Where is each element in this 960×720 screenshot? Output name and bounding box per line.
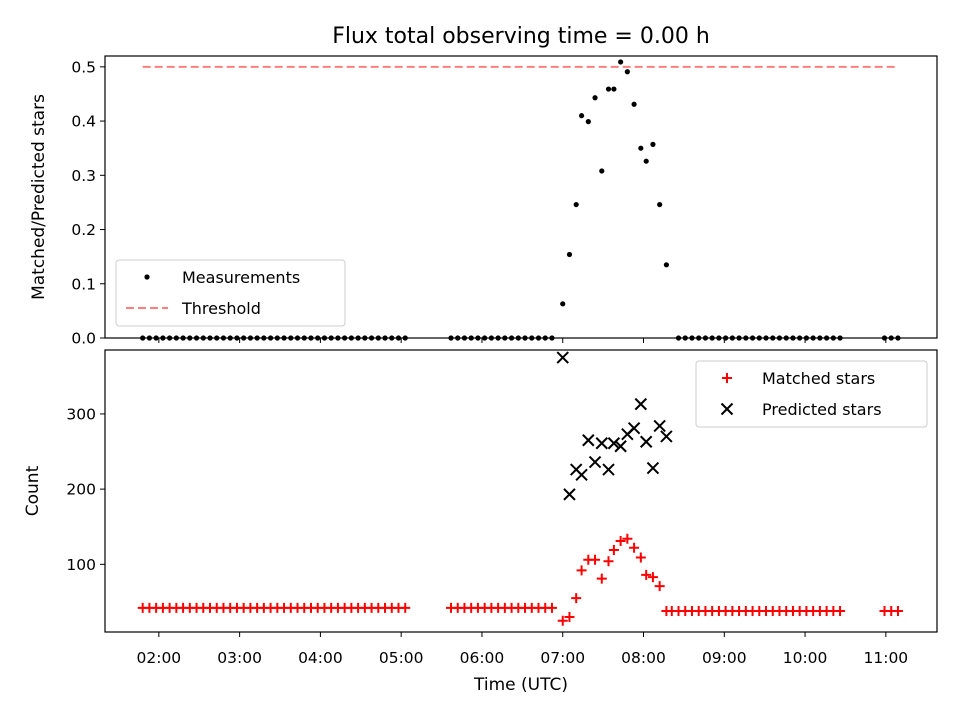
data-point (611, 86, 617, 92)
data-point (657, 201, 663, 208)
data-point (560, 301, 566, 307)
data-point (634, 397, 648, 411)
data-point (546, 602, 557, 613)
data-point (663, 262, 669, 268)
data-point (647, 572, 658, 583)
x-tick-label: 02:00 (137, 649, 182, 667)
x-tick-label: 10:00 (783, 649, 828, 667)
data-point (627, 422, 641, 435)
data-point (588, 455, 602, 469)
data-point (615, 536, 626, 547)
y-tick-label: 0.1 (71, 275, 96, 293)
data-point (654, 581, 665, 592)
data-point (622, 533, 633, 544)
chart-title: Flux total observing time = 0.00 h (332, 24, 710, 49)
x-tick-label: 04:00 (298, 649, 343, 667)
legend-swatch (144, 274, 150, 280)
y-tick-label: 200 (66, 481, 96, 499)
panels: 0.0 0.1 0.2 0.3 0.4 0.5 Matched/Predicted star… (23, 55, 938, 695)
legend-label: Threshold (181, 299, 261, 318)
data-point (573, 201, 579, 208)
x-tick-label: 03:00 (217, 649, 262, 667)
data-point (643, 158, 649, 164)
y-axis-label: Matched/Predicted stars (29, 94, 49, 300)
y-tick-label: 0.0 (71, 330, 96, 348)
x-tick-label: 11:00 (864, 649, 909, 667)
data-point (660, 430, 673, 443)
legend-box (115, 259, 346, 327)
x-tick-label: 08:00 (621, 649, 666, 667)
data-point (892, 605, 903, 616)
data-point (585, 119, 591, 125)
data-point (592, 95, 598, 101)
data-point (564, 611, 575, 622)
legend: Matched stars Predicted stars (695, 360, 928, 428)
data-point (835, 605, 846, 616)
series-matched-stars (137, 533, 903, 626)
data-point (635, 552, 646, 563)
legend-label: Matched stars (762, 369, 875, 388)
data-point (646, 461, 660, 475)
data-point (602, 463, 615, 476)
data-point (650, 141, 656, 147)
legend-label: Predicted stars (762, 400, 882, 419)
data-point (578, 113, 585, 119)
y-axis-label: Count (23, 465, 43, 516)
data-point (608, 545, 619, 556)
x-axis-label: Time (UTC) (473, 675, 568, 695)
data-point (614, 440, 627, 453)
data-point (563, 488, 576, 501)
data-point (576, 565, 587, 576)
y-tick-label: 0.2 (71, 221, 96, 239)
x-tick-label: 09:00 (702, 649, 747, 667)
y-tick-label: 0.5 (71, 58, 96, 76)
data-point (639, 435, 653, 448)
data-point (605, 86, 612, 92)
legend-swatch (720, 402, 734, 416)
plot-panel-2: 100 200 300 02:00 03:00 04:00 05:00 06:00 07:00 0… (23, 349, 938, 695)
data-point (638, 145, 644, 151)
legend-label: Measurements (182, 268, 300, 287)
data-point (653, 419, 666, 433)
data-point (400, 602, 411, 613)
plot-frame (104, 349, 938, 633)
data-point (557, 615, 568, 626)
plot-panel-1: 0.0 0.1 0.2 0.3 0.4 0.5 Matched/Predicted star… (29, 55, 938, 348)
data-point (631, 101, 637, 107)
x-tick-label: 06:00 (460, 649, 505, 667)
data-point (595, 437, 608, 450)
data-point (571, 593, 582, 604)
y-tick-label: 300 (66, 405, 96, 423)
data-point (596, 573, 607, 584)
y-tick-label: 100 (66, 556, 96, 574)
data-point (641, 569, 652, 580)
series-predicted-stars (556, 351, 673, 501)
data-point (575, 468, 588, 482)
x-tick-label: 07:00 (540, 649, 585, 667)
plot-frame (104, 55, 938, 339)
data-point (556, 351, 569, 364)
data-point (599, 168, 605, 174)
data-point (603, 556, 614, 567)
y-tick-label: 0.3 (71, 167, 96, 185)
data-point (618, 59, 624, 65)
data-point (624, 69, 630, 75)
data-point (566, 251, 573, 258)
legend-swatch (722, 373, 732, 383)
data-point (629, 542, 640, 553)
x-tick-label: 05:00 (379, 649, 424, 667)
data-point (607, 437, 621, 450)
data-point (582, 434, 595, 447)
legend-box (695, 360, 928, 428)
y-tick-label: 0.4 (71, 113, 96, 131)
data-point (590, 554, 601, 565)
legend: Measurements Threshold (115, 259, 346, 327)
